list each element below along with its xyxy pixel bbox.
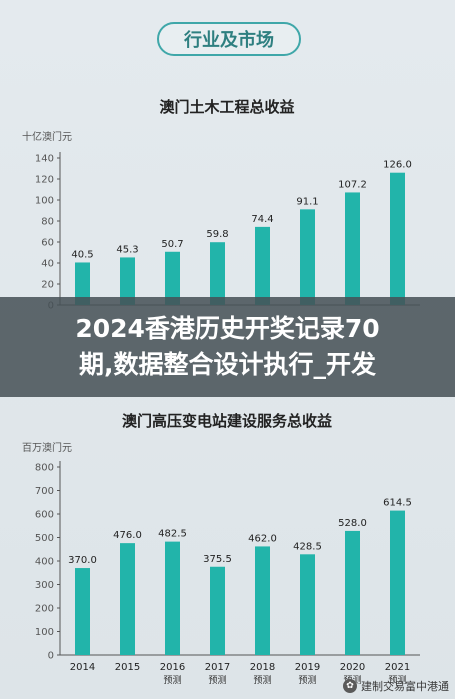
bar — [165, 541, 180, 655]
bar — [300, 209, 315, 305]
section-label: 行业及市场 — [157, 22, 301, 56]
headline-banner: 2024香港历史开奖记录70 期,数据整合设计执行_开发 — [0, 297, 455, 397]
y-axis-unit-label: 十亿澳门元 — [22, 130, 72, 143]
y-tick-label: 60 — [41, 238, 54, 249]
x-category-label: 2017 — [205, 662, 230, 673]
bar-value-label: 74.4 — [251, 214, 273, 225]
chart-title: 澳门高压变电站建设服务总收益 — [122, 412, 332, 430]
x-category-label: 2019 — [295, 662, 320, 673]
bar — [75, 568, 90, 655]
bar-value-label: 107.2 — [338, 179, 367, 190]
bar — [75, 262, 90, 305]
bar — [345, 192, 360, 305]
bar — [390, 510, 405, 655]
civil-engineering-revenue-chart: 澳门土木工程总收益十亿澳门元02040608010012014040.52014… — [22, 98, 420, 310]
bar-value-label: 614.5 — [383, 498, 412, 509]
x-category-label: 2018 — [250, 662, 275, 673]
y-tick-label: 140 — [35, 154, 54, 165]
bar-value-label: 40.5 — [71, 249, 93, 260]
chart-title: 澳门土木工程总收益 — [159, 98, 294, 116]
headline-line-1: 2024香港历史开奖记录70 — [75, 314, 380, 343]
bar — [345, 530, 360, 655]
x-category-label: 2020 — [340, 662, 365, 673]
bar — [120, 257, 135, 305]
y-tick-label: 0 — [48, 651, 54, 662]
y-tick-label: 500 — [35, 533, 54, 544]
bar — [210, 242, 225, 305]
y-tick-label: 300 — [35, 580, 54, 591]
bar — [165, 251, 180, 305]
watermark-text: 建制交易富中港通 — [361, 680, 449, 693]
y-tick-label: 400 — [35, 557, 54, 568]
y-tick-label: 40 — [41, 259, 54, 270]
y-tick-label: 20 — [41, 280, 54, 291]
bar-value-label: 462.0 — [248, 533, 277, 544]
bar-value-label: 375.5 — [203, 554, 232, 565]
bar — [300, 554, 315, 655]
y-tick-label: 100 — [35, 196, 54, 207]
bar-value-label: 91.1 — [296, 196, 318, 207]
wechat-icon: ✿ — [343, 679, 357, 693]
bar — [120, 543, 135, 655]
source-watermark: ✿ 建制交易富中港通 — [343, 677, 449, 695]
y-axis-unit-label: 百万澳门元 — [22, 441, 72, 454]
bar — [255, 226, 270, 305]
x-category-label: 2014 — [70, 662, 95, 673]
x-category-label: 2015 — [115, 662, 140, 673]
y-tick-label: 700 — [35, 486, 54, 497]
bar-value-label: 528.0 — [338, 518, 367, 529]
y-tick-label: 100 — [35, 627, 54, 638]
bar — [210, 566, 225, 655]
bar — [390, 172, 405, 305]
bar-value-label: 370.0 — [68, 555, 97, 566]
x-forecast-label: 预测 — [253, 675, 271, 685]
x-forecast-label: 预测 — [208, 675, 226, 685]
bar-value-label: 50.7 — [161, 239, 183, 250]
y-tick-label: 120 — [35, 175, 54, 186]
x-category-label: 2021 — [385, 662, 410, 673]
x-category-label: 2016 — [160, 662, 185, 673]
x-forecast-label: 预测 — [298, 675, 316, 685]
x-forecast-label: 预测 — [388, 675, 406, 685]
y-tick-label: 80 — [41, 217, 54, 228]
y-tick-label: 800 — [35, 463, 54, 474]
bar-value-label: 126.0 — [383, 160, 412, 171]
bar — [255, 546, 270, 655]
bar-value-label: 476.0 — [113, 530, 142, 541]
bar-value-label: 428.5 — [293, 541, 322, 552]
headline-line-2: 期,数据整合设计执行_开发 — [79, 350, 376, 379]
y-tick-label: 200 — [35, 604, 54, 615]
y-tick-label: 600 — [35, 510, 54, 521]
x-forecast-label: 预测 — [163, 675, 181, 685]
bar-value-label: 59.8 — [206, 229, 228, 240]
bar-value-label: 45.3 — [116, 244, 138, 255]
bar-value-label: 482.5 — [158, 529, 187, 540]
